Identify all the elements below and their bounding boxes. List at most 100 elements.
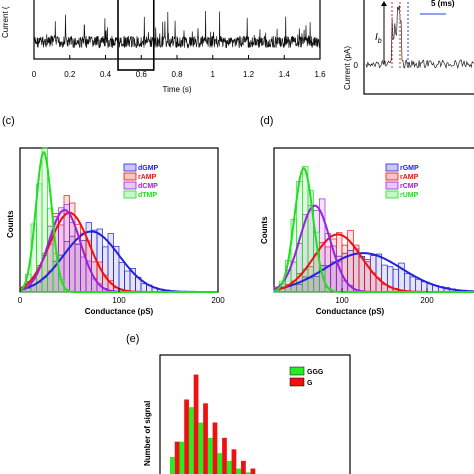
legend-swatch-GGG <box>289 366 305 376</box>
legend-swatch-rAMP <box>123 172 137 181</box>
legend-label-rCMP: rCMP <box>400 183 419 190</box>
legend-swatch-dGMP <box>123 163 137 172</box>
histogram-bar-dGMP <box>118 262 125 293</box>
signal-bar-G <box>174 441 180 474</box>
signal-bar-GGG <box>179 441 185 474</box>
trace-x-tick-label: 1.2 <box>243 70 255 79</box>
legend-swatch-rAMP <box>385 172 399 181</box>
zoom-frame <box>363 0 474 95</box>
signal-bar-GGG <box>170 457 175 474</box>
legend-swatch-dCMP <box>123 181 137 190</box>
signal-bar-GGG <box>207 437 213 474</box>
histogram-bar-dCMP <box>80 256 87 293</box>
signal-bar-G <box>203 403 208 474</box>
panel-d-legend: rGMP rAMP rCMP rUMP <box>385 163 419 199</box>
panel-label-c: (c) <box>2 115 15 127</box>
legend-swatch-dTMP <box>123 190 137 199</box>
signal-bar-G <box>231 449 237 474</box>
trace-panel: 0 0.2 0.4 0.6 0.8 1 1.2 1.4 1.6 Time (s) Current… <box>1 0 326 94</box>
panel-e-frame <box>159 354 351 474</box>
signal-bar-GGG <box>198 422 204 474</box>
histogram-bar-dCMP <box>69 222 76 293</box>
histogram-bar-rGMP <box>415 278 422 293</box>
x-tick-label: 0 <box>18 296 23 305</box>
panel-d-y-label: Counts <box>260 216 269 244</box>
legend-label-dGMP: dGMP <box>138 165 159 172</box>
trace-x-tick-label: 1.4 <box>279 70 291 79</box>
zoom-trace <box>365 5 474 70</box>
panel-e-bars <box>170 374 256 474</box>
signal-bar-GGG <box>217 453 223 474</box>
signal-bar-G <box>241 460 246 474</box>
x-tick-label: 200 <box>420 296 434 305</box>
panel-label-d: (d) <box>260 115 273 127</box>
signal-bar-G <box>193 374 199 474</box>
signal-bar-G <box>222 437 227 474</box>
trace-x-tick-label: 0 <box>32 70 37 79</box>
x-tick-label: 100 <box>335 296 349 305</box>
zoom-panel: Ib 5 (ms) Current (pA) 0 <box>343 0 474 95</box>
panel-label-e: (e) <box>126 333 139 345</box>
event-window <box>117 0 155 71</box>
panel-d-curves <box>273 166 474 293</box>
panel-d-ticks: 100 200 <box>335 288 434 305</box>
trace-x-tick-label: 1 <box>211 70 216 79</box>
current-trace <box>33 10 321 49</box>
legend-label-G: G <box>307 380 313 387</box>
legend-label-rAMP: rAMP <box>138 174 157 181</box>
legend-label-rAMP: rAMP <box>400 174 419 181</box>
panel-c-ticks: 0 100 200 <box>18 288 225 305</box>
trace-x-tick-label: 0.8 <box>171 70 183 79</box>
legend-swatch-rGMP <box>385 163 399 172</box>
legend-label-rGMP: rGMP <box>400 165 419 172</box>
signal-bar-G <box>250 468 256 474</box>
legend-swatch-rCMP <box>385 181 399 190</box>
signal-bar-GGG <box>245 472 251 474</box>
signal-bar-G <box>212 422 218 474</box>
panel-e-y-label: Number of signal <box>143 401 152 466</box>
signal-bar-G <box>184 399 189 474</box>
trace-x-tick-label: 0.4 <box>100 70 112 79</box>
legend-label-dCMP: dCMP <box>138 183 158 190</box>
histogram-bar-dGMP <box>140 283 147 293</box>
trace-x-tick-label: 0.6 <box>136 70 148 79</box>
histogram-bar-dGMP <box>124 270 131 293</box>
zoom-ib-arrowhead <box>381 1 387 6</box>
histogram-bar-dTMP <box>41 147 48 293</box>
legend-swatch-G <box>289 377 305 387</box>
histogram-bar-rAMP <box>358 256 366 293</box>
panel-d: 100 200 rGMP rAMP rCMP rUMP Conductance (pS)… <box>260 147 474 316</box>
histogram-bar-rGMP <box>403 273 411 293</box>
zoom-ib-label: Ib <box>375 32 382 45</box>
zoom-y-tick: 0 <box>354 61 359 70</box>
legend-swatch-rUMP <box>385 190 399 199</box>
fit-curve-rUMP <box>273 166 474 293</box>
legend-label-GGG: GGG <box>307 369 324 376</box>
panel-c: 0 100 200 dGMP rAMP dCMP dTMP Conductance (pS… <box>6 147 225 316</box>
histogram-bar-rGMP <box>420 281 428 293</box>
panel-c-x-label: Conductance (pS) <box>85 307 154 316</box>
panel-c-legend: dGMP rAMP dCMP dTMP <box>123 163 159 199</box>
signal-bar-GGG <box>236 468 242 474</box>
panel-c-y-label: Counts <box>6 210 15 238</box>
zoom-scale-label: 5 (ms) <box>431 0 455 8</box>
signal-bar-GGG <box>226 460 232 474</box>
signal-bar-GGG <box>188 407 194 474</box>
histogram-bar-dCMP <box>74 244 81 293</box>
trace-x-label: Time (s) <box>162 85 191 94</box>
panel-d-x-label: Conductance (pS) <box>316 307 385 316</box>
histogram-bar-rGMP <box>409 276 417 293</box>
legend-label-dTMP: dTMP <box>138 192 157 199</box>
zoom-y-label: Current (pA) <box>343 46 352 90</box>
trace-x-tick-label: 0.2 <box>64 70 76 79</box>
trace-x-tick-label: 1.6 <box>314 70 326 79</box>
fit-curve-rGMP <box>273 252 474 293</box>
x-tick-label: 100 <box>112 296 126 305</box>
x-tick-label: 200 <box>211 296 225 305</box>
trace-x-ticks: 0 0.2 0.4 0.6 0.8 1 1.2 1.4 1.6 <box>32 55 326 79</box>
trace-y-label: Current ( <box>1 6 10 38</box>
legend-label-rUMP: rUMP <box>400 192 419 199</box>
